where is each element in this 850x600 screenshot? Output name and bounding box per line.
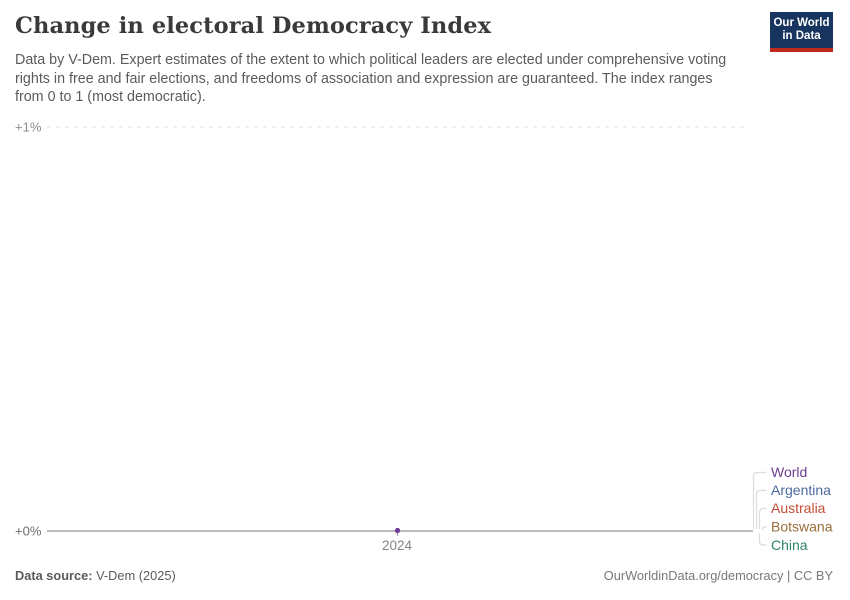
- footer-citation-link[interactable]: OurWorldinData.org/democracy | CC BY: [603, 568, 833, 583]
- legend-label-china[interactable]: China: [771, 537, 808, 553]
- ytick-plus0-label: +0%: [15, 524, 42, 539]
- data-source-value: V-Dem (2025): [92, 568, 176, 583]
- owid-logo[interactable]: Our World in Data: [770, 12, 833, 52]
- legend: World Argentina Australia Botswana China: [771, 464, 833, 553]
- legend-label-argentina[interactable]: Argentina: [771, 482, 831, 498]
- data-source-label: Data source:: [15, 568, 93, 583]
- legend-connector-botswana: [761, 526, 767, 530]
- legend-connectors: [752, 471, 767, 546]
- owid-logo-line1: Our World: [773, 17, 830, 29]
- ytick-plus1-label: +1%: [15, 120, 42, 135]
- xtick-2024-label: 2024: [382, 538, 413, 553]
- data-source: Data source: V-Dem (2025): [15, 568, 176, 583]
- legend-label-australia[interactable]: Australia: [771, 500, 826, 516]
- legend-connector-australia: [758, 507, 767, 529]
- legend-label-botswana[interactable]: Botswana: [771, 519, 833, 535]
- footer: Data source: V-Dem (2025) OurWorldinData…: [15, 568, 833, 583]
- legend-connector-world: [752, 471, 767, 529]
- legend-label-world[interactable]: World: [771, 464, 807, 480]
- owid-logo-line2: in Data: [782, 30, 821, 42]
- data-point-world[interactable]: [394, 527, 401, 534]
- legend-connector-china: [758, 533, 767, 546]
- legend-connector-argentina: [755, 489, 767, 529]
- chart-subtitle: Data by V-Dem. Expert estimates of the e…: [15, 52, 727, 105]
- chart-title: Change in electoral Democracy Index: [15, 13, 492, 39]
